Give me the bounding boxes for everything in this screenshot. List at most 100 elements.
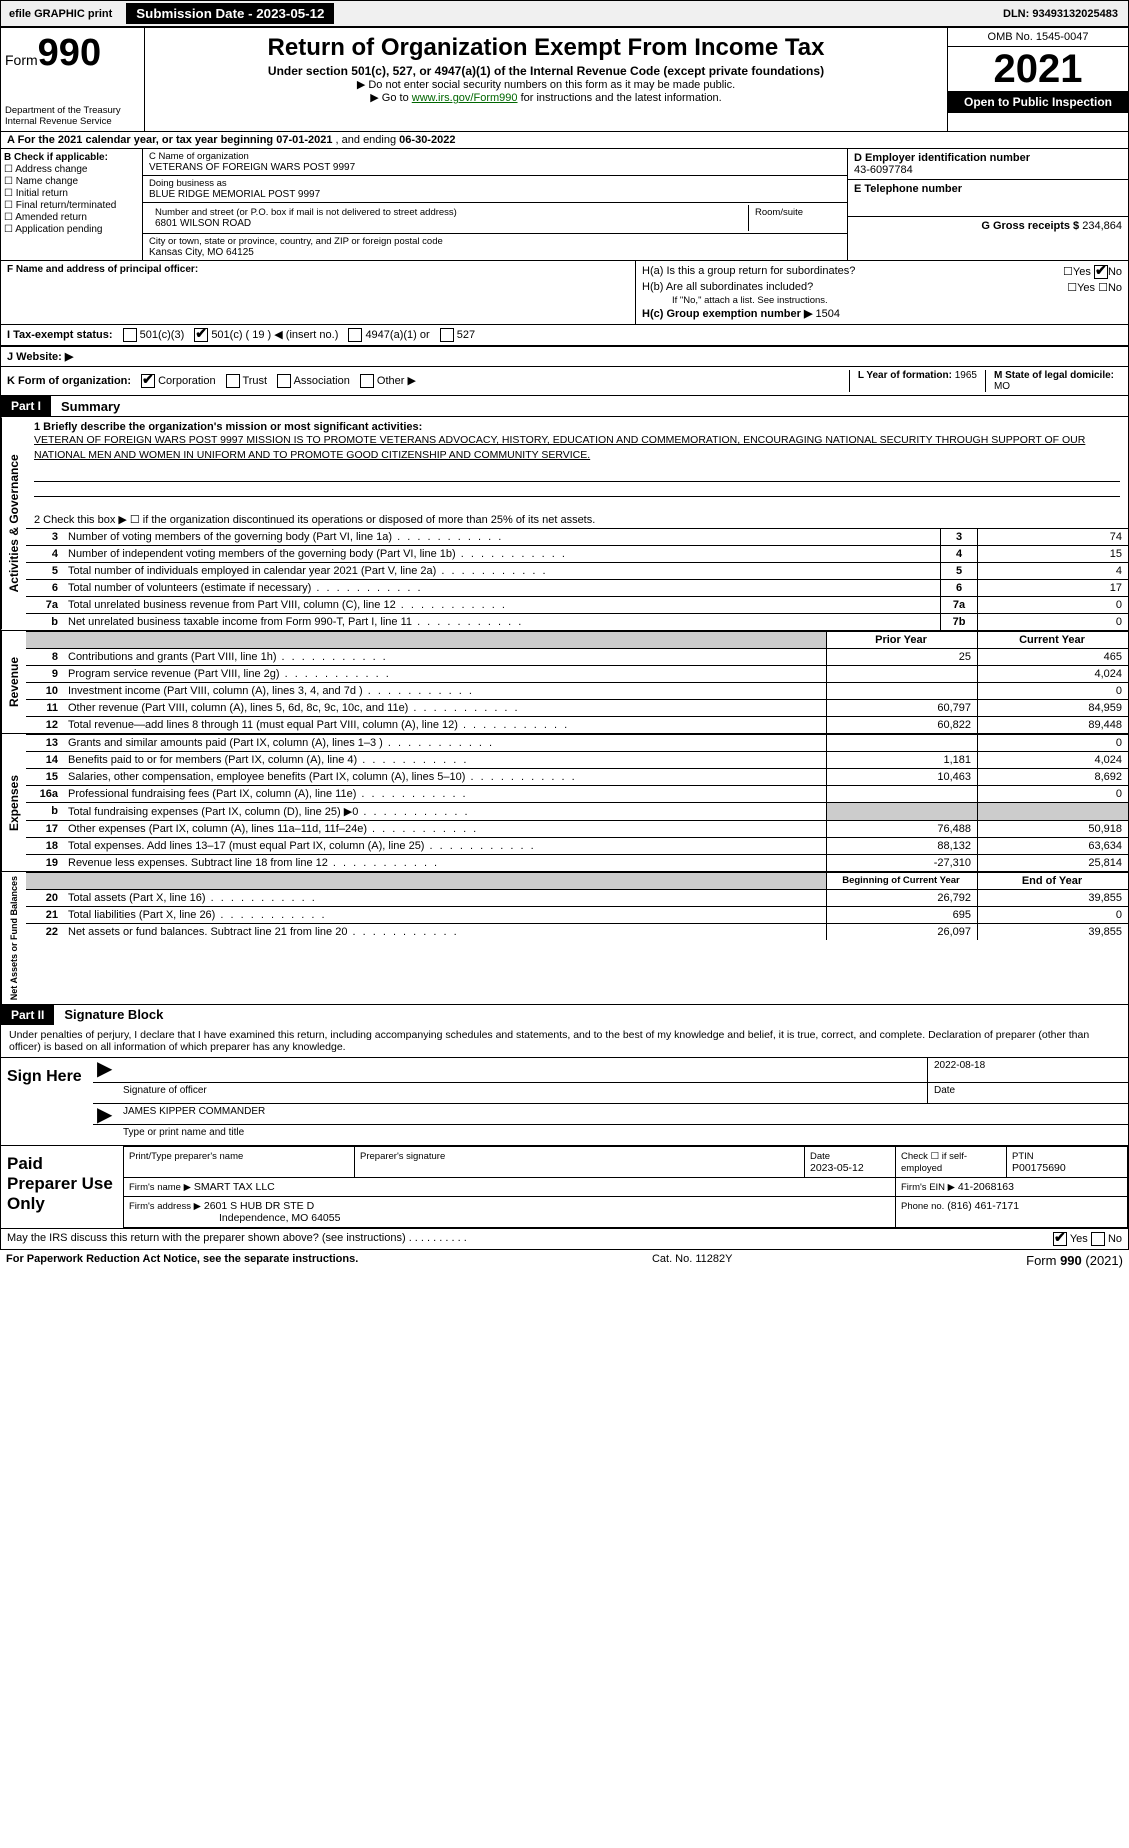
part1-header: Part I <box>1 396 51 416</box>
hb-answers: ☐Yes ☐No <box>1067 281 1122 294</box>
opt-other-label: Other ▶ <box>377 375 416 387</box>
net-header-table: Beginning of Current Year End of Year <box>26 872 1128 889</box>
row-a: A For the 2021 calendar year, or tax yea… <box>1 131 1128 148</box>
org-name-label: C Name of organization <box>149 151 841 162</box>
opt-4947[interactable]: 4947(a)(1) or <box>348 328 429 342</box>
opt-501c[interactable]: 501(c) ( 19 ) ◀ (insert no.) <box>194 328 338 342</box>
form-title: Return of Organization Exempt From Incom… <box>155 34 937 62</box>
chk-address[interactable]: ☐ Address change <box>4 164 139 175</box>
efile-label: efile GRAPHIC print <box>3 6 118 22</box>
gross-label: G Gross receipts $ <box>981 220 1079 232</box>
org-name: VETERANS OF FOREIGN WARS POST 9997 <box>149 162 841 173</box>
chk-name[interactable]: ☐ Name change <box>4 176 139 187</box>
revenue-table: 8Contributions and grants (Part VIII, li… <box>26 648 1128 733</box>
chk-final-label: Final return/terminated <box>16 200 117 211</box>
form-frame: Form990 Department of the Treasury Inter… <box>0 27 1129 1250</box>
ptin-label: PTIN <box>1012 1151 1034 1162</box>
hdr-begin: Beginning of Current Year <box>827 872 978 889</box>
chk-initial-label: Initial return <box>16 188 68 199</box>
row-a-label: A For the 2021 calendar year, or tax yea… <box>7 134 276 146</box>
open-public-badge: Open to Public Inspection <box>948 91 1128 113</box>
net-table: 20Total assets (Part X, line 16)26,79239… <box>26 889 1128 940</box>
cat-number: Cat. No. 11282Y <box>652 1253 733 1268</box>
room-label: Room/suite <box>755 207 835 218</box>
form-subtitle: Under section 501(c), 527, or 4947(a)(1)… <box>155 64 937 78</box>
ha-answers: ☐Yes No <box>1063 265 1122 279</box>
side-governance: Activities & Governance <box>1 417 26 629</box>
governance-table: 3Number of voting members of the governi… <box>26 528 1128 630</box>
part1-title: Summary <box>51 399 120 414</box>
opt-trust-label: Trust <box>242 375 267 387</box>
firm-addr2: Independence, MO 64055 <box>129 1212 340 1224</box>
pra-notice: For Paperwork Reduction Act Notice, see … <box>6 1253 358 1268</box>
opt-assoc[interactable]: Association <box>277 374 350 388</box>
opt-527[interactable]: 527 <box>440 328 475 342</box>
chk-initial[interactable]: ☐ Initial return <box>4 188 139 199</box>
chk-amended[interactable]: ☐ Amended return <box>4 212 139 223</box>
ha-label: H(a) Is this a group return for subordin… <box>642 265 855 279</box>
ptin-value: P00175690 <box>1012 1162 1066 1174</box>
opt-other[interactable]: Other ▶ <box>360 374 416 388</box>
hc-label: H(c) Group exemption number ▶ <box>642 308 812 320</box>
firm-addr-label: Firm's address ▶ <box>129 1201 201 1212</box>
sig-date-label: Date <box>928 1083 1128 1103</box>
hb-no: No <box>1108 282 1122 294</box>
firm-addr1: 2601 S HUB DR STE D <box>204 1200 314 1212</box>
ha-yes: Yes <box>1073 266 1091 278</box>
chk-pending-label: Application pending <box>15 224 102 235</box>
street-value: 6801 WILSON ROAD <box>155 218 742 229</box>
opt-corp[interactable]: Corporation <box>141 374 216 388</box>
hc-value: 1504 <box>815 308 839 320</box>
row-a-mid: , and ending <box>336 134 400 146</box>
city-label: City or town, state or province, country… <box>149 236 841 247</box>
form-number: Form990 <box>5 32 140 75</box>
phone-label: E Telephone number <box>854 183 962 195</box>
part2-title: Signature Block <box>54 1007 163 1022</box>
prep-date: 2023-05-12 <box>810 1162 864 1174</box>
chk-final[interactable]: ☐ Final return/terminated <box>4 200 139 211</box>
hdr-current: Current Year <box>978 631 1129 648</box>
officer-label: F Name and address of principal officer: <box>7 264 198 275</box>
prep-date-label: Date <box>810 1151 830 1162</box>
website-label: J Website: ▶ <box>7 350 73 363</box>
firm-ein: 41-2068163 <box>958 1181 1014 1193</box>
dept-label: Department of the Treasury <box>5 105 140 116</box>
opt-4947-label: 4947(a)(1) or <box>365 329 429 341</box>
check-self[interactable]: Check ☐ if self-employed <box>901 1151 967 1174</box>
discuss-no-check[interactable] <box>1091 1232 1105 1246</box>
part2-header: Part II <box>1 1005 54 1025</box>
submission-date-button[interactable]: Submission Date - 2023-05-12 <box>126 3 334 24</box>
sig-date: 2022-08-18 <box>928 1058 1128 1083</box>
opt-trust[interactable]: Trust <box>226 374 268 388</box>
opt-501c3-label: 501(c)(3) <box>140 329 185 341</box>
hb-label: H(b) Are all subordinates included? <box>642 281 813 294</box>
street-label: Number and street (or P.O. box if mail i… <box>155 207 742 218</box>
city-value: Kansas City, MO 64125 <box>149 247 841 258</box>
opt-501c3[interactable]: 501(c)(3) <box>123 328 185 342</box>
top-bar: efile GRAPHIC print Submission Date - 20… <box>0 0 1129 27</box>
line2: 2 Check this box ▶ ☐ if the organization… <box>26 511 1128 528</box>
m-label: M State of legal domicile: <box>994 370 1114 381</box>
dba-label: Doing business as <box>149 178 841 189</box>
discuss-yes-check[interactable] <box>1053 1232 1067 1246</box>
sign-here-label: Sign Here <box>1 1057 93 1145</box>
ein-label: D Employer identification number <box>854 152 1030 164</box>
ha-no-check[interactable] <box>1094 265 1108 279</box>
revenue-header-table: Prior Year Current Year <box>26 631 1128 648</box>
chk-name-label: Name change <box>16 176 78 187</box>
chk-pending[interactable]: ☐ Application pending <box>4 224 139 235</box>
hdr-prior: Prior Year <box>827 631 978 648</box>
gross-value: 234,864 <box>1082 220 1122 232</box>
note2-post: for instructions and the latest informat… <box>518 92 722 104</box>
ha-no: No <box>1108 266 1122 278</box>
irs-link[interactable]: www.irs.gov/Form990 <box>412 92 518 104</box>
note-link: ▶ Go to www.irs.gov/Form990 for instruct… <box>155 91 937 104</box>
arrow-icon: ▶ <box>97 1056 112 1081</box>
firm-name: SMART TAX LLC <box>194 1181 275 1193</box>
declaration-text: Under penalties of perjury, I declare th… <box>1 1025 1128 1057</box>
l-value: 1965 <box>955 370 977 381</box>
col-b-label: B Check if applicable: <box>4 152 108 163</box>
firm-name-label: Firm's name ▶ <box>129 1182 191 1193</box>
officer-name: JAMES KIPPER COMMANDER <box>123 1106 265 1117</box>
note2-pre: ▶ Go to <box>370 92 411 104</box>
